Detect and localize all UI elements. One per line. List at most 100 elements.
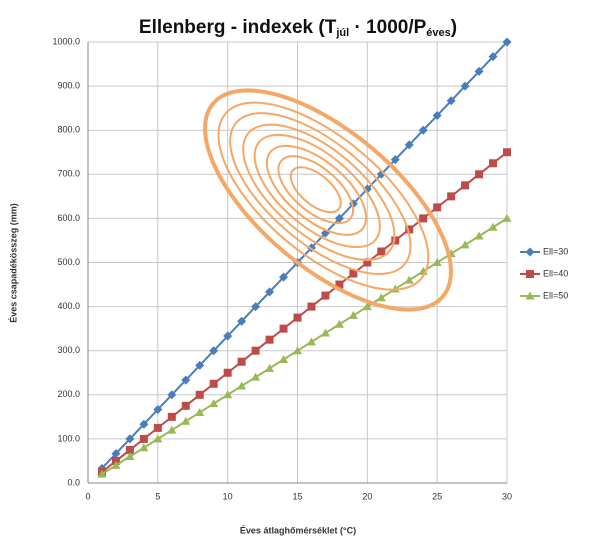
title-part: ) — [451, 17, 457, 38]
marker — [139, 419, 149, 429]
marker — [223, 368, 232, 377]
y-tick-label: 700.0 — [57, 169, 80, 179]
marker — [97, 469, 107, 478]
y-tick-label: 200.0 — [57, 389, 80, 399]
marker — [251, 346, 260, 355]
marker — [195, 407, 205, 416]
y-tick-label: 1000.0 — [52, 36, 80, 46]
y-tick-label: 300.0 — [57, 345, 80, 355]
x-axis-label: Éves átlaghőmérséklet (°C) — [240, 525, 356, 535]
marker — [461, 181, 470, 190]
marker — [348, 310, 358, 319]
marker — [320, 328, 330, 337]
marker — [432, 258, 442, 266]
marker — [377, 247, 386, 256]
marker — [475, 170, 484, 179]
y-tick-label: 800.0 — [57, 125, 80, 135]
x-tick-label: 5 — [155, 491, 160, 501]
ellipse — [277, 155, 355, 225]
marker — [279, 355, 289, 364]
marker — [525, 291, 535, 300]
marker — [419, 214, 428, 223]
marker — [404, 140, 414, 150]
marker — [251, 302, 261, 312]
legend-label: Ell=50 — [543, 290, 568, 300]
marker — [195, 390, 204, 399]
legend-label: Ell=30 — [543, 246, 568, 256]
marker — [167, 425, 177, 434]
marker — [251, 372, 261, 381]
marker — [195, 360, 205, 370]
marker — [334, 319, 344, 328]
marker — [265, 335, 274, 344]
x-tick-label: 30 — [502, 491, 512, 501]
marker — [503, 148, 511, 157]
marker — [125, 434, 135, 444]
marker — [237, 357, 246, 366]
y-tick-label: 500.0 — [57, 257, 80, 267]
marker — [223, 331, 233, 341]
marker — [139, 434, 148, 443]
marker — [447, 192, 456, 201]
marker — [265, 363, 275, 372]
y-tick-label: 0.0 — [67, 477, 80, 487]
marker — [433, 203, 442, 212]
marker — [167, 390, 177, 400]
ellipse — [289, 166, 342, 214]
y-axis-label: Éves csapadékösszeg (mm) — [8, 203, 18, 323]
title-sub: júl — [335, 27, 349, 39]
marker — [474, 66, 484, 76]
y-tick-label: 900.0 — [57, 80, 80, 90]
ellipse — [229, 112, 412, 275]
y-tick-label: 600.0 — [57, 213, 80, 223]
marker — [293, 313, 302, 322]
marker — [404, 275, 414, 284]
ellipse — [203, 88, 453, 312]
y-tick-label: 100.0 — [57, 433, 80, 443]
marker — [488, 52, 498, 62]
marker — [237, 316, 247, 326]
marker — [111, 449, 121, 459]
marker — [293, 346, 302, 355]
x-tick-label: 15 — [292, 491, 302, 501]
ellipse — [265, 144, 368, 236]
marker — [363, 258, 372, 267]
marker — [153, 434, 163, 443]
y-tick-label: 400.0 — [57, 301, 80, 311]
marker — [335, 280, 344, 289]
marker — [526, 270, 534, 278]
marker — [502, 37, 512, 47]
title-part: Ellenberg - indexek (T — [139, 17, 337, 38]
marker — [489, 159, 498, 168]
title-part: · 1000/P — [349, 17, 426, 38]
legend-label: Ell=40 — [543, 268, 568, 278]
marker — [446, 96, 456, 106]
marker — [209, 346, 219, 356]
marker — [223, 390, 233, 399]
ellipse — [253, 133, 381, 249]
marker — [362, 184, 372, 194]
chart-title: Ellenberg - indexek (Tjúl · 1000/Péves) — [139, 17, 457, 39]
marker — [265, 287, 275, 297]
x-tick-label: 25 — [432, 491, 442, 501]
marker — [279, 324, 288, 333]
marker — [376, 293, 386, 302]
marker — [237, 381, 247, 390]
marker — [209, 399, 219, 408]
marker — [153, 404, 163, 414]
ellipses — [203, 88, 453, 312]
x-tick-label: 10 — [223, 491, 233, 501]
marker — [525, 247, 535, 257]
marker — [460, 240, 470, 249]
marker — [349, 269, 358, 278]
marker — [153, 423, 162, 432]
marker — [181, 416, 191, 425]
marker — [125, 445, 134, 454]
marker — [390, 155, 400, 165]
marker — [418, 125, 428, 135]
marker — [111, 460, 121, 469]
marker — [209, 379, 218, 388]
marker — [307, 302, 316, 311]
marker — [181, 375, 191, 385]
